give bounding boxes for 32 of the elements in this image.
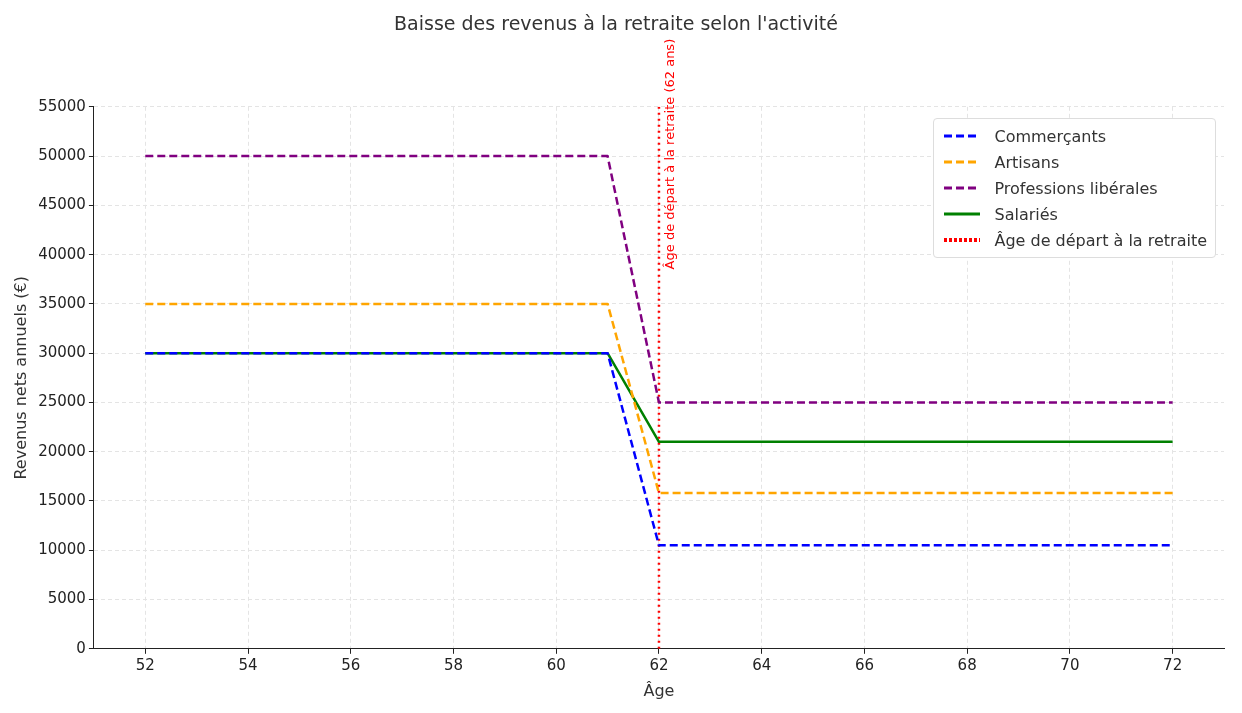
x-tick-label: 72 — [1163, 655, 1183, 674]
y-tick-label: 0 — [76, 638, 86, 657]
y-axis-title: Revenus nets annuels (€) — [10, 276, 30, 480]
y-tick-label: 35000 — [38, 293, 86, 312]
x-tick-label: 58 — [443, 655, 464, 674]
y-tick-label: 40000 — [38, 244, 86, 263]
legend-label: Commerçants — [994, 126, 1107, 146]
x-tick-label: 62 — [649, 655, 669, 674]
y-tick-label: 20000 — [38, 441, 86, 460]
y-tick-label: 25000 — [38, 392, 86, 411]
y-tick-label: 50000 — [38, 145, 86, 164]
legend-label: Professions libérales — [994, 178, 1158, 198]
y-tick-label: 30000 — [38, 343, 86, 362]
y-tick-label: 5000 — [47, 589, 86, 608]
x-tick-label: 68 — [957, 655, 977, 674]
x-tick-label: 54 — [238, 655, 258, 674]
y-tick-label: 55000 — [38, 96, 86, 115]
x-tick-label: 66 — [854, 655, 874, 674]
legend-label: Âge de départ à la retraite — [994, 230, 1207, 250]
annotation: Âge de départ à la retraite (62 ans) — [661, 38, 677, 270]
chart-title: Baisse des revenus à la retraite selon l'activité — [394, 12, 838, 35]
x-tick-label: 56 — [341, 655, 361, 674]
y-tick-label: 45000 — [38, 195, 86, 214]
y-tick-label: 10000 — [38, 540, 86, 559]
y-tick-label: 15000 — [38, 490, 86, 509]
x-axis-title: Âge — [643, 680, 675, 700]
legend-label: Artisans — [994, 152, 1060, 172]
x-tick-label: 64 — [752, 655, 772, 674]
legend-label: Salariés — [994, 204, 1058, 224]
x-tick-label: 60 — [546, 655, 566, 674]
x-tick-label: 52 — [135, 655, 155, 674]
x-tick-label: 70 — [1060, 655, 1080, 674]
